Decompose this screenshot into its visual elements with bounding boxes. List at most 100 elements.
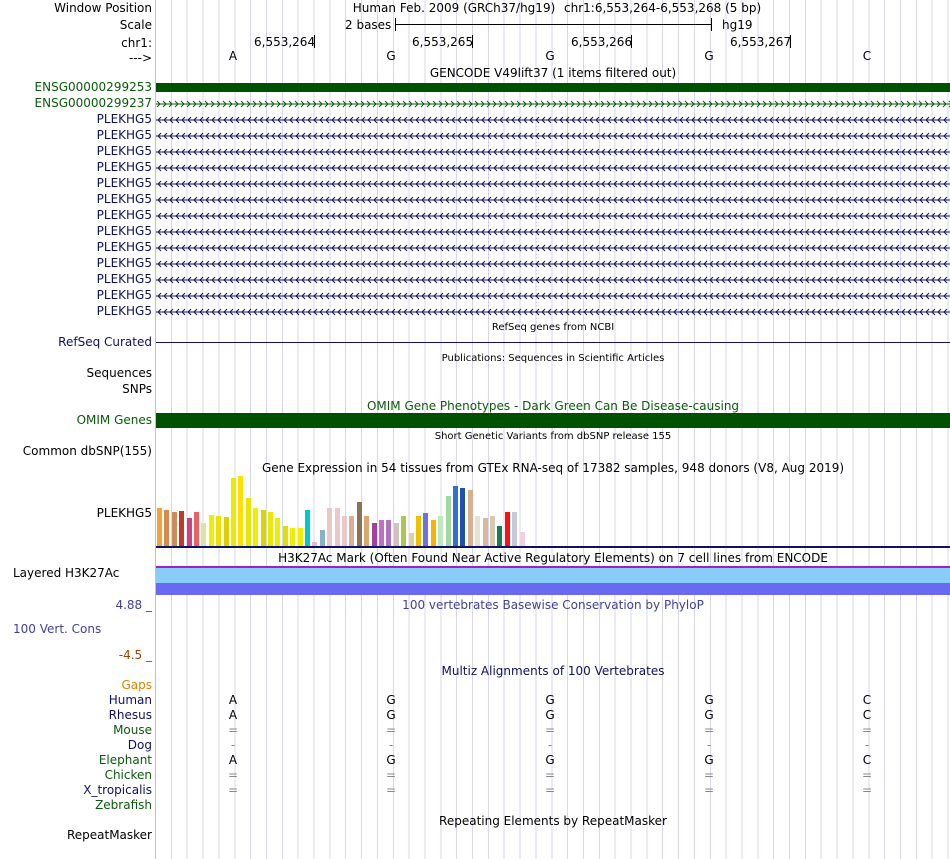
refseq-gene-line[interactable] bbox=[156, 342, 950, 343]
gtex-tissue-bar[interactable] bbox=[482, 518, 488, 548]
gtex-tissue-bar[interactable] bbox=[519, 532, 525, 548]
gtex-tissue-bar[interactable] bbox=[245, 498, 251, 548]
vertcons-label[interactable]: 100 Vert. Cons bbox=[13, 622, 102, 636]
plekhg5-transcript-label[interactable]: PLEKHG5 bbox=[96, 160, 152, 174]
plekhg5-transcript-bar[interactable] bbox=[156, 242, 950, 253]
gtex-tissue-bar[interactable] bbox=[194, 512, 199, 548]
gtex-tissue-bar[interactable] bbox=[223, 517, 229, 548]
gtex-tissue-bar[interactable] bbox=[312, 542, 318, 548]
gtex-tissue-bar[interactable] bbox=[216, 516, 222, 548]
gtex-tissue-bar[interactable] bbox=[238, 476, 244, 548]
assembly-title: Human Feb. 2009 (GRCh37/hg19) bbox=[352, 1, 556, 15]
gtex-tissue-bar[interactable] bbox=[512, 512, 518, 548]
omim-label[interactable]: OMIM Genes bbox=[76, 413, 152, 427]
gtex-tissue-bar[interactable] bbox=[260, 510, 266, 548]
gene-label-ensg237[interactable]: ENSG00000299237 bbox=[34, 96, 152, 110]
plekhg5-transcript-bar[interactable] bbox=[156, 306, 950, 317]
strand-label[interactable]: ---> bbox=[128, 51, 152, 65]
plekhg5-transcript-label[interactable]: PLEKHG5 bbox=[96, 288, 152, 302]
alignment-base: = bbox=[227, 768, 239, 782]
gtex-tissue-bar[interactable] bbox=[497, 526, 503, 548]
gtex-tissue-bar[interactable] bbox=[290, 528, 296, 548]
gtex-tissue-bar[interactable] bbox=[342, 516, 347, 548]
gtex-tissue-bar[interactable] bbox=[364, 516, 370, 548]
plekhg5-transcript-bar[interactable] bbox=[156, 178, 950, 189]
gtex-tissue-bar[interactable] bbox=[268, 512, 273, 548]
gtex-tissue-bar[interactable] bbox=[430, 520, 436, 548]
plekhg5-transcript-label[interactable]: PLEKHG5 bbox=[96, 240, 152, 254]
plekhg5-transcript-bar[interactable] bbox=[156, 258, 950, 269]
scale-label: Scale bbox=[119, 18, 152, 32]
gtex-tissue-bar[interactable] bbox=[327, 508, 333, 548]
gtex-tissue-bar[interactable] bbox=[371, 523, 377, 548]
plekhg5-transcript-label[interactable]: PLEKHG5 bbox=[96, 272, 152, 286]
gtex-tissue-bar[interactable] bbox=[157, 508, 162, 548]
gtex-tissue-bar[interactable] bbox=[356, 502, 362, 548]
gtex-bar-chart[interactable] bbox=[156, 474, 950, 548]
plekhg5-transcript-bar[interactable] bbox=[156, 274, 950, 285]
gtex-tissue-bar[interactable] bbox=[423, 513, 429, 548]
gene-bar-ensg253[interactable] bbox=[156, 83, 950, 92]
plekhg5-transcript-label[interactable]: PLEKHG5 bbox=[96, 176, 152, 190]
omim-gene-bar[interactable] bbox=[156, 413, 950, 428]
plekhg5-transcript-bar[interactable] bbox=[156, 226, 950, 237]
sequences-label[interactable]: Sequences bbox=[86, 366, 152, 380]
gtex-tissue-bar[interactable] bbox=[490, 516, 495, 548]
h3k27ac-signal-light[interactable] bbox=[156, 568, 950, 583]
gtex-tissue-bar[interactable] bbox=[179, 511, 185, 548]
plekhg5-transcript-label[interactable]: PLEKHG5 bbox=[96, 128, 152, 142]
gene-label-ensg253[interactable]: ENSG00000299253 bbox=[34, 80, 152, 94]
gtex-tissue-bar[interactable] bbox=[445, 496, 451, 548]
snps-label[interactable]: SNPs bbox=[122, 382, 152, 396]
h3k27ac-label[interactable]: Layered H3K27Ac bbox=[13, 566, 120, 580]
repeatmasker-label[interactable]: RepeatMasker bbox=[66, 828, 152, 842]
gtex-tissue-bar[interactable] bbox=[186, 518, 192, 548]
gtex-tissue-bar[interactable] bbox=[386, 520, 392, 548]
dbsnp-label[interactable]: Common dbSNP(155) bbox=[22, 444, 152, 458]
plekhg5-transcript-bar[interactable] bbox=[156, 290, 950, 301]
gtex-tissue-bar[interactable] bbox=[208, 515, 214, 548]
gtex-tissue-bar[interactable] bbox=[231, 478, 236, 548]
gtex-tissue-bar[interactable] bbox=[319, 530, 325, 548]
gtex-tissue-bar[interactable] bbox=[171, 512, 177, 548]
gtex-tissue-bar[interactable] bbox=[164, 510, 170, 548]
plekhg5-transcript-label[interactable]: PLEKHG5 bbox=[96, 112, 152, 126]
gtex-tissue-bar[interactable] bbox=[475, 516, 481, 548]
gtex-gene-label[interactable]: PLEKHG5 bbox=[96, 506, 152, 520]
gtex-tissue-bar[interactable] bbox=[408, 533, 414, 548]
refseq-label[interactable]: RefSeq Curated bbox=[58, 335, 152, 349]
plekhg5-transcript-bar[interactable] bbox=[156, 130, 950, 141]
plekhg5-transcript-label[interactable]: PLEKHG5 bbox=[96, 224, 152, 238]
gtex-tissue-bar[interactable] bbox=[282, 526, 288, 548]
gtex-tissue-bar[interactable] bbox=[460, 488, 466, 548]
gtex-tissue-bar[interactable] bbox=[349, 516, 355, 548]
gtex-tissue-bar[interactable] bbox=[453, 486, 458, 548]
plekhg5-transcript-label[interactable]: PLEKHG5 bbox=[96, 256, 152, 270]
plekhg5-transcript-label[interactable]: PLEKHG5 bbox=[96, 192, 152, 206]
gtex-tissue-bar[interactable] bbox=[275, 518, 281, 548]
gtex-tissue-bar[interactable] bbox=[416, 516, 421, 548]
h3k27ac-signal-dark[interactable] bbox=[156, 583, 950, 595]
plekhg5-transcript-label[interactable]: PLEKHG5 bbox=[96, 144, 152, 158]
plekhg5-transcript-bar[interactable] bbox=[156, 114, 950, 125]
gene-bar-ensg237[interactable] bbox=[156, 98, 950, 109]
gtex-tissue-bar[interactable] bbox=[393, 523, 399, 548]
reference-base: A bbox=[228, 49, 238, 63]
gtex-tissue-bar[interactable] bbox=[467, 490, 473, 548]
gtex-tissue-bar[interactable] bbox=[401, 516, 407, 548]
gtex-tissue-bar[interactable] bbox=[201, 523, 207, 548]
plekhg5-transcript-label[interactable]: PLEKHG5 bbox=[96, 208, 152, 222]
browser-track-area[interactable]: Human Feb. 2009 (GRCh37/hg19) chr1:6,553… bbox=[156, 0, 950, 859]
plekhg5-transcript-bar[interactable] bbox=[156, 210, 950, 221]
gtex-tissue-bar[interactable] bbox=[305, 510, 310, 548]
gtex-tissue-bar[interactable] bbox=[504, 512, 510, 548]
plekhg5-transcript-bar[interactable] bbox=[156, 162, 950, 173]
plekhg5-transcript-bar[interactable] bbox=[156, 146, 950, 157]
gtex-tissue-bar[interactable] bbox=[297, 528, 303, 548]
gtex-tissue-bar[interactable] bbox=[334, 508, 340, 548]
gtex-tissue-bar[interactable] bbox=[379, 520, 384, 548]
plekhg5-transcript-label[interactable]: PLEKHG5 bbox=[96, 304, 152, 318]
gtex-tissue-bar[interactable] bbox=[253, 508, 259, 548]
plekhg5-transcript-bar[interactable] bbox=[156, 194, 950, 205]
gtex-tissue-bar[interactable] bbox=[438, 516, 444, 548]
